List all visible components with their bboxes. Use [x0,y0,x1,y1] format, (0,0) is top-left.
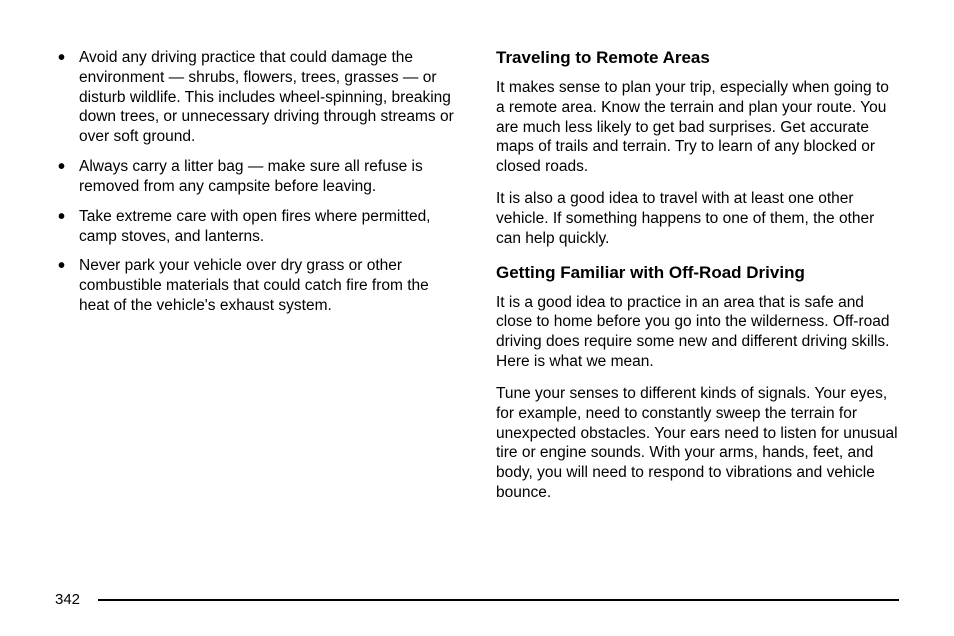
page-number: 342 [55,591,80,608]
content-area: Avoid any driving practice that could da… [55,48,899,515]
list-item: Avoid any driving practice that could da… [55,48,458,147]
right-column: Traveling to Remote Areas It makes sense… [496,48,899,515]
page-footer: 342 [55,591,899,608]
bullet-list: Avoid any driving practice that could da… [55,48,458,316]
section-heading: Traveling to Remote Areas [496,48,899,68]
list-item: Take extreme care with open fires where … [55,207,458,247]
body-paragraph: It is also a good idea to travel with at… [496,189,899,248]
left-column: Avoid any driving practice that could da… [55,48,458,515]
list-item: Always carry a litter bag — make sure al… [55,157,458,197]
body-paragraph: It is a good idea to practice in an area… [496,293,899,372]
section-heading: Getting Familiar with Off-Road Driving [496,263,899,283]
list-item: Never park your vehicle over dry grass o… [55,256,458,315]
footer-divider [98,599,899,601]
body-paragraph: Tune your senses to different kinds of s… [496,384,899,503]
body-paragraph: It makes sense to plan your trip, especi… [496,78,899,177]
